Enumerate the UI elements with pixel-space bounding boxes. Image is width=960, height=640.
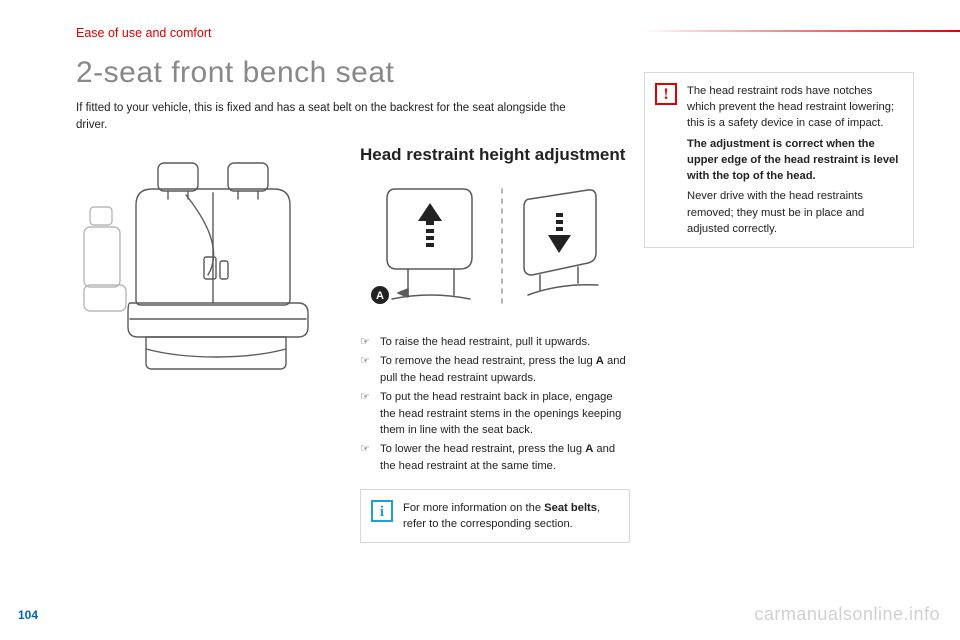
warning-callout: ! The head restraint rods have notches w… xyxy=(644,72,914,248)
accent-line xyxy=(640,30,960,32)
list-item: ☞ To raise the head restraint, pull it u… xyxy=(360,334,630,351)
list-text: To lower the head restraint, press the l… xyxy=(380,441,630,475)
bench-seat-illustration xyxy=(76,145,336,375)
bullet-icon: ☞ xyxy=(360,389,380,439)
info-icon: i xyxy=(371,500,393,522)
list-text: To raise the head restraint, pull it upw… xyxy=(380,334,630,351)
list-item: ☞ To put the head restraint back in plac… xyxy=(360,389,630,439)
intro-text: If fitted to your vehicle, this is fixed… xyxy=(76,100,576,135)
warning-p2: The adjustment is correct when the upper… xyxy=(687,136,901,185)
instruction-list: ☞ To raise the head restraint, pull it u… xyxy=(360,334,630,474)
column-middle: Head restraint height adjustment A xyxy=(360,145,630,543)
list-item: ☞ To lower the head restraint, press the… xyxy=(360,441,630,475)
svg-text:A: A xyxy=(376,290,384,302)
bullet-icon: ☞ xyxy=(360,353,380,387)
column-right: ! The head restraint rods have notches w… xyxy=(644,58,914,248)
head-restraint-illustration: A xyxy=(360,177,620,317)
watermark: carmanualsonline.info xyxy=(754,604,940,625)
list-item: ☞ To remove the head restraint, press th… xyxy=(360,353,630,387)
list-text: To put the head restraint back in place,… xyxy=(380,389,630,439)
warning-p3: Never drive with the head restraints rem… xyxy=(687,188,901,237)
breadcrumb: Ease of use and comfort xyxy=(76,26,212,40)
warning-p1: The head restraint rods have notches whi… xyxy=(687,83,901,132)
page-title: 2-seat front bench seat xyxy=(76,56,394,90)
page-number: 104 xyxy=(18,608,38,622)
bullet-icon: ☞ xyxy=(360,441,380,475)
warning-icon: ! xyxy=(655,83,677,105)
info-text: For more information on the Seat belts, … xyxy=(403,502,600,530)
info-callout: i For more information on the Seat belts… xyxy=(360,489,630,543)
list-text: To remove the head restraint, press the … xyxy=(380,353,630,387)
subtitle-head-restraint: Head restraint height adjustment xyxy=(360,145,630,165)
column-left xyxy=(76,145,346,380)
bullet-icon: ☞ xyxy=(360,334,380,351)
